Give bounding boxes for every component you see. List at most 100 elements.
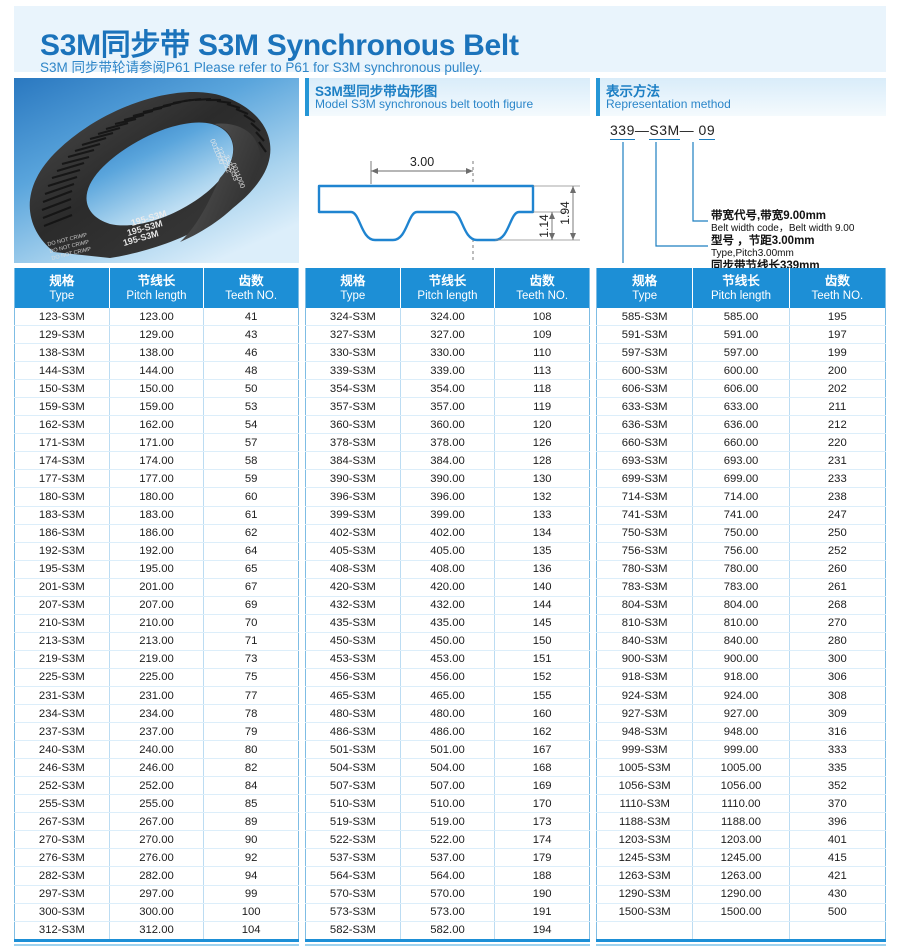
table-row: 597-S3M 597.00 199: [596, 343, 886, 363]
type-cell: 840-S3M: [596, 632, 694, 651]
teeth-no-cell: 145: [494, 614, 590, 633]
type-cell: 810-S3M: [596, 614, 694, 633]
teeth-no-cell: 500: [789, 903, 886, 922]
teeth-no-cell: 190: [494, 885, 590, 904]
pitch-length-cell: 312.00: [109, 921, 205, 939]
representation-header: 表示方法 Representation method: [596, 78, 886, 116]
table-row: 465-S3M 465.00 155: [305, 686, 590, 706]
type-cell: 582-S3M: [305, 921, 401, 939]
table-row: 354-S3M 354.00 118: [305, 379, 590, 399]
type-cell: 456-S3M: [305, 668, 401, 687]
pitch-length-cell: 327.00: [400, 325, 496, 345]
type-cell: 693-S3M: [596, 451, 694, 471]
pitch-length-cell: 780.00: [692, 560, 790, 579]
table-row: 267-S3M 267.00 89: [14, 812, 299, 832]
pitch-length-cell: 1188.00: [692, 812, 790, 832]
type-cell: 192-S3M: [14, 542, 110, 561]
type-cell: 207-S3M: [14, 596, 110, 615]
pitch-length-cell: 270.00: [109, 830, 205, 850]
representation-note-1-cn: 型号 ，节距3.00mm: [711, 235, 815, 247]
spec-table-1-head: 规格 Type 节线长 Pitch length 齿数 Teeth NO.: [14, 268, 299, 308]
teeth-no-cell: 151: [494, 650, 590, 669]
pitch-length-cell: 324.00: [400, 308, 496, 327]
teeth-no-cell: 58: [203, 451, 299, 471]
teeth-no-cell: 195: [789, 308, 886, 327]
empty-cell: [789, 921, 886, 939]
type-cell: 465-S3M: [305, 686, 401, 706]
code-separator-2: —: [679, 122, 695, 138]
pitch-length-cell: 231.00: [109, 686, 205, 706]
type-cell: 420-S3M: [305, 578, 401, 597]
col-header-pitch-length-cn: 节线长: [137, 273, 176, 288]
type-cell: 201-S3M: [14, 578, 110, 597]
teeth-no-cell: 61: [203, 506, 299, 525]
pitch-length-cell: 357.00: [400, 397, 496, 417]
type-cell: 408-S3M: [305, 560, 401, 579]
teeth-no-cell: 261: [789, 578, 886, 597]
pitch-length-cell: 432.00: [400, 596, 496, 615]
pitch-length-cell: 453.00: [400, 650, 496, 669]
teeth-no-cell: 260: [789, 560, 886, 579]
teeth-no-cell: 231: [789, 451, 886, 471]
teeth-no-cell: 136: [494, 560, 590, 579]
code-width: 09: [698, 122, 716, 140]
table-row: 237-S3M 237.00 79: [14, 722, 299, 742]
pitch-length-cell: 180.00: [109, 487, 205, 507]
teeth-no-cell: 169: [494, 776, 590, 796]
pitch-length-cell: 810.00: [692, 614, 790, 633]
type-cell: 378-S3M: [305, 433, 401, 453]
page-title: S3M同步带 S3M Synchronous Belt: [40, 20, 519, 64]
teeth-no-cell: 119: [494, 397, 590, 417]
pitch-length-cell: 174.00: [109, 451, 205, 471]
table-row: 399-S3M 399.00 133: [305, 506, 590, 525]
table-row: 162-S3M 162.00 54: [14, 415, 299, 435]
type-cell: 144-S3M: [14, 361, 110, 381]
table-row: 714-S3M 714.00 238: [596, 487, 886, 507]
representation-title-en: Representation method: [606, 97, 731, 111]
pitch-length-cell: 606.00: [692, 379, 790, 399]
teeth-no-cell: 152: [494, 668, 590, 687]
empty-cell: [596, 921, 694, 939]
table-row: 780-S3M 780.00 260: [596, 560, 886, 579]
teeth-no-cell: 238: [789, 487, 886, 507]
table-row: 150-S3M 150.00 50: [14, 379, 299, 399]
table-row: 210-S3M 210.00 70: [14, 614, 299, 633]
col-header-type: 规格 Type: [305, 268, 401, 308]
teeth-no-cell: 168: [494, 758, 590, 778]
spec-table-1: 规格 Type 节线长 Pitch length 齿数 Teeth NO.: [14, 268, 299, 939]
spec-tables: 规格 Type 节线长 Pitch length 齿数 Teeth NO.: [14, 268, 886, 946]
pitch-length-cell: 573.00: [400, 903, 496, 922]
table-row: 918-S3M 918.00 306: [596, 668, 886, 687]
type-cell: 900-S3M: [596, 650, 694, 669]
col-header-pitch-length-en: Pitch length: [710, 289, 772, 302]
pitch-length-cell: 570.00: [400, 885, 496, 904]
representation-panel: 表示方法 Representation method 339—S3M— 09: [596, 78, 886, 284]
pitch-length-cell: 660.00: [692, 433, 790, 453]
teeth-no-cell: 57: [203, 433, 299, 453]
teeth-no-cell: 179: [494, 848, 590, 868]
col-header-teeth-no-en: Teeth NO.: [811, 289, 864, 302]
pitch-length-cell: 1005.00: [692, 758, 790, 778]
pitch-length-cell: 699.00: [692, 469, 790, 489]
col-header-type: 规格 Type: [596, 268, 694, 308]
teeth-no-cell: 78: [203, 704, 299, 724]
type-cell: 210-S3M: [14, 614, 110, 633]
type-cell: 360-S3M: [305, 415, 401, 435]
pitch-length-cell: 486.00: [400, 722, 496, 742]
pitch-length-cell: 927.00: [692, 704, 790, 724]
type-cell: 390-S3M: [305, 469, 401, 489]
teeth-no-cell: 65: [203, 560, 299, 579]
table-row: 450-S3M 450.00 150: [305, 632, 590, 651]
table-row: 324-S3M 324.00 108: [305, 308, 590, 327]
representation-note-1: 型号 ，节距3.00mm Type,Pitch3.00mm: [711, 235, 815, 260]
table-row: 159-S3M 159.00 53: [14, 397, 299, 417]
type-cell: 510-S3M: [305, 794, 401, 814]
table-row: 312-S3M 312.00 104: [14, 921, 299, 939]
table-row: 741-S3M 741.00 247: [596, 506, 886, 525]
pitch-length-cell: 210.00: [109, 614, 205, 633]
type-cell: 297-S3M: [14, 885, 110, 904]
dim-total-height-label: 1.94: [558, 201, 572, 225]
type-cell: 564-S3M: [305, 866, 401, 886]
type-cell: 255-S3M: [14, 794, 110, 814]
dim-tooth-height-label: 1.14: [537, 214, 551, 238]
